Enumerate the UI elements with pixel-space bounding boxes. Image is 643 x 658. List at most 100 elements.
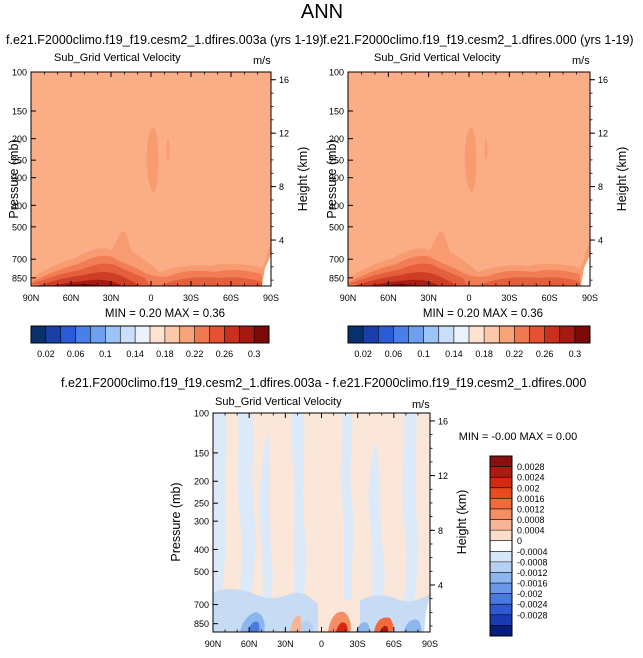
panel-c-ytick-right-label-3: 4	[438, 580, 443, 590]
panel-a-colorbar-swatch-1	[45, 326, 62, 343]
panel-c-neg-streak-5	[340, 413, 354, 600]
panel-c-colorbar-label-12: -0.002	[517, 589, 543, 599]
panel-a-ylabel-right: Height (km)	[296, 147, 310, 212]
panel-c-colorbar-label-14: -0.0028	[517, 610, 548, 620]
panel-b-colorbar-frame	[347, 325, 591, 344]
panel-c-colorbar-label-0: 0.0028	[517, 462, 545, 472]
panel-c-colorbar-label-10: -0.0012	[517, 568, 548, 578]
panel-a-ytick-label-5: 400	[12, 201, 27, 211]
panel-b-ytick-label-5: 400	[329, 201, 344, 211]
panel-c-xtick-label-5: 60S	[386, 639, 402, 649]
panel-c-colorbar-label-11: -0.0016	[517, 579, 548, 589]
panel-c-xtick-label-2: 30N	[277, 639, 294, 649]
panel-c-neg-surface-4	[404, 619, 422, 632]
panel-b-colorbar-label-3: 0.14	[445, 349, 463, 359]
panel-b-colorbar-swatch-5	[423, 326, 440, 343]
panel-b-ytick-label-0: 100	[329, 68, 344, 78]
panel-b-upper-lobe-small	[484, 138, 488, 162]
panel-a-plot	[31, 72, 271, 286]
panel-c-neg-streak-3	[259, 430, 273, 622]
panel-b-colorbar-swatch-9	[484, 326, 500, 343]
panel-a-ytick-label-7: 700	[12, 255, 27, 265]
panel-c-colorbar-swatch-6	[490, 519, 512, 531]
panel-a-xtick-label-5: 60S	[223, 293, 239, 303]
panel-a-colorbar-label-6: 0.26	[216, 349, 234, 359]
panel-c-xtick-label-3: 0	[319, 639, 324, 649]
panel-c-colorbar-label-6: 0.0004	[517, 526, 545, 536]
panel-c: f.e21.F2000climo.f19_f19.cesm2_1.dfires.…	[61, 376, 586, 649]
panel-c-colorbar-label-5: 0.0008	[517, 515, 545, 525]
panel-b-colorbar-swatch-0	[348, 326, 364, 343]
panel-b: f.e21.F2000climo.f19_f19.cesm2_1.dfires.…	[323, 33, 634, 359]
panel-c-colorbar-label-7: 0	[517, 536, 522, 546]
panel-a-xtick-label-1: 60N	[63, 293, 80, 303]
panel-c-colorbar-label-1: 0.0024	[517, 473, 545, 483]
panel-b-colorbar-swatch-11	[514, 326, 530, 343]
panel-b-colorbar-swatch-8	[469, 326, 485, 343]
panel-a-xtick-label-4: 30S	[183, 293, 199, 303]
panel-a-colorbar-swatch-5	[105, 326, 121, 343]
panel-b-ytick-right-label-3: 4	[598, 236, 603, 246]
panel-a-axes: 90N 60N 30N 0 30S 60S 90S 100 150 200 250 300 400 500…	[12, 68, 289, 304]
panel-c-colorbar-swatch-3	[490, 487, 512, 499]
panel-b-colorbar-label-6: 0.26	[536, 349, 554, 359]
panel-c-neg-surface-3	[356, 622, 370, 632]
panel-c-colorbar-label-3: 0.0016	[517, 494, 545, 504]
panel-b-colorbar-label-2: 0.1	[417, 349, 430, 359]
panel-c-pos-surface-1b	[336, 622, 348, 632]
panel-b-xtick-label-6: 90S	[582, 293, 598, 303]
panel-c-neg-streak-7	[402, 413, 419, 620]
panel-a-ytick-label-3: 250	[12, 156, 27, 166]
panel-c-ytick-label-5: 400	[194, 545, 209, 555]
panel-b-xtick-label-4: 30S	[501, 293, 517, 303]
panel-c-xtick-label-1: 60N	[241, 639, 258, 649]
panel-c-pos-surface-3	[290, 615, 302, 632]
panel-a-upper-lobe-small	[166, 138, 170, 162]
panel-a-colorbar-label-3: 0.14	[126, 349, 144, 359]
panel-b-colorbar-swatch-15	[574, 326, 591, 343]
panel-b-minmax: MIN = 0.20 MAX = 0.36	[423, 308, 543, 320]
panel-c-axes: 90N 60N 30N 0 30S 60S 90S 100 150 200 250 300 400 500…	[194, 409, 448, 650]
panel-c-ylabel-right: Height (km)	[455, 490, 469, 555]
panel-b-colorbar-label-5: 0.22	[506, 349, 524, 359]
panel-b-xtick-label-3: 0	[466, 293, 471, 303]
panel-a-colorbar-swatch-2	[60, 326, 76, 343]
panel-a-colorbar-swatch-13	[224, 326, 240, 343]
panel-c-colorbar-label-8: -0.0004	[517, 547, 548, 557]
panel-c-neg-streak-2	[238, 413, 256, 632]
panel-a-colorbar-frame	[30, 325, 270, 344]
panel-c-subtitle-right: m/s	[412, 399, 430, 411]
panel-a-ytick-label-6: 500	[12, 222, 27, 232]
panel-a-colorbar-swatch-4	[90, 326, 106, 343]
panel-a-ytick-right-label-1: 12	[279, 129, 289, 139]
panel-a-ytick-label-2: 200	[12, 134, 27, 144]
panel-a-ytick-right-label-0: 16	[279, 75, 289, 85]
panel-c-neg-streak-6	[368, 440, 385, 624]
panel-a-xtick-label-2: 30N	[103, 293, 120, 303]
panel-c-ytick-label-0: 100	[194, 409, 209, 419]
panel-a-missing-data	[262, 255, 271, 286]
panel-c-plot	[213, 413, 430, 632]
panel-c-colorbar-swatch-8	[490, 540, 512, 552]
panel-b-colorbar-swatch-14	[559, 326, 576, 343]
panel-b-upper-lobe	[464, 128, 477, 194]
panel-c-xtick-label-6: 90S	[422, 639, 438, 649]
panel-a-colorbar-swatch-10	[179, 326, 195, 343]
panel-a-subtitle-left: Sub_Grid Vertical Velocity	[54, 52, 181, 64]
panel-c-xtick-label-0: 90N	[205, 639, 222, 649]
panel-c-ytick-label-2: 200	[194, 477, 209, 487]
panel-b-xtick-label-1: 60N	[380, 293, 397, 303]
panel-b-contour-level-3b	[478, 277, 580, 286]
panel-c-neg-band	[213, 589, 318, 632]
panel-b-colorbar: 0.02 0.06 0.1 0.14 0.18 0.22 0.26 0.3	[347, 325, 591, 359]
panel-b-ytick-label-2: 200	[329, 134, 344, 144]
panel-a-colorbar-swatch-12	[209, 326, 225, 343]
panel-c-neg-streak-4	[291, 413, 307, 620]
panel-b-subtitle-left: Sub_Grid Vertical Velocity	[374, 52, 501, 64]
panel-b-axes: 90N 60N 30N 0 30S 60S 90S 100 150 200 250 300 400 500…	[329, 68, 608, 304]
panel-a-ytick-label-0: 100	[12, 68, 27, 78]
panel-b-ytick-label-7: 700	[329, 255, 344, 265]
panel-a-colorbar-swatch-6	[120, 326, 136, 343]
panel-a-minmax: MIN = 0.20 MAX = 0.36	[105, 308, 225, 320]
panel-b-ytick-label-1: 150	[329, 107, 344, 117]
